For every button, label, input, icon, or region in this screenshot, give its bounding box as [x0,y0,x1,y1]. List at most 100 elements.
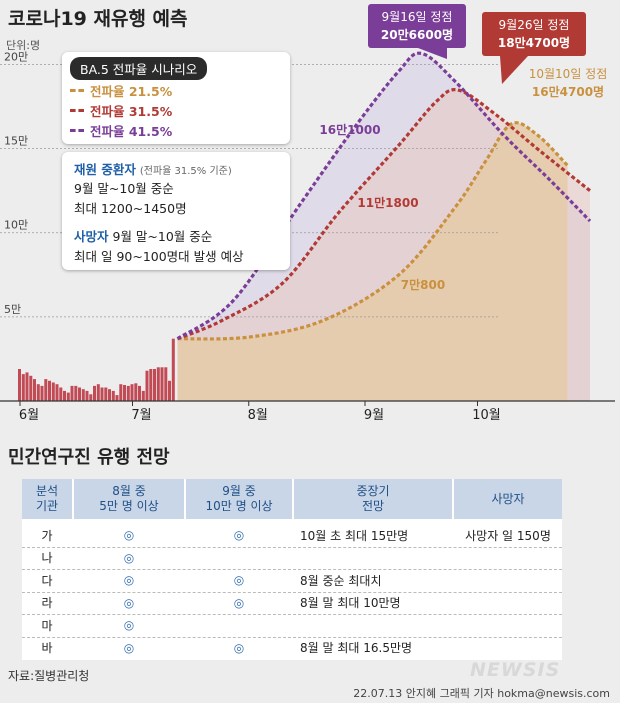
table-cell: ◎ [233,640,245,655]
death-line1: 9월 말~10월 중순 [112,229,213,244]
y-tick-label: 10만 [4,219,28,232]
table-cell: ◎ [123,640,135,655]
peak-callout-pointer [418,48,447,59]
table-row-institution: 마 [41,618,53,633]
observed-bar [81,389,85,401]
observed-bar [145,370,149,401]
table-cell: 사망자 일 150명 [465,528,551,543]
table-cell: 8월 말 최대 10만명 [300,596,401,610]
observed-bar [48,380,51,401]
table-row-institution: 라 [41,596,53,610]
observed-bar [160,367,164,401]
observed-bar [18,369,21,401]
observed-bar [74,385,78,401]
observed-bar [78,387,81,401]
x-tick-label: 6월 [19,408,39,423]
observed-bar [149,369,153,401]
legend-item: 전파율 21.5% [70,81,172,100]
x-tick-label: 9월 [364,408,384,423]
legend-label: 전파율 31.5% [90,104,173,119]
row-divider [22,636,562,638]
point-label: 7만800 [401,277,445,292]
table-cell: ◎ [123,573,135,587]
table-cell [294,548,452,568]
observed-bar [33,379,36,401]
table-header-cell: 분석 기관 [22,479,72,519]
table-row-institution: 다 [41,573,53,588]
observed-bar [93,385,96,401]
table-header-cell: 사망자 [454,479,562,519]
table-title: 민간연구진 유행 전망 [8,447,170,468]
table-cell: ◎ [123,550,135,565]
legend-swatch [70,109,84,112]
credit-line: 22.07.13 안지혜 그래픽 기자 hokma@newsis.com [353,687,610,700]
severe-note: (전파율 31.5% 기준) [139,166,232,177]
peak-date-label: 9월16일 정점 [382,10,453,24]
table-cell: ◎ [123,528,135,542]
table-row-institution: 바 [41,641,53,655]
y-tick-label: 20만 [4,50,28,63]
table-cell: ◎ [233,573,245,587]
x-tick-label: 7월 [131,408,151,423]
info-box: 재원 중환자 (전파율 31.5% 기준) 9월 말~10월 중순 최대 120… [62,152,290,270]
observed-bar [123,385,126,401]
observed-bar [63,390,66,401]
observed-bar [115,395,119,401]
table-cell [454,638,562,658]
table-header-cell: 9월 중 10만 명 이상 [186,479,292,519]
observed-bar [40,385,44,401]
observed-bar [119,384,123,401]
table-cell [454,615,562,635]
series-line-1 [176,88,592,341]
observed-bar [164,367,168,401]
observed-bar [25,372,29,401]
observed-bar [100,387,104,401]
table-header-cell: 중장기 전망 [294,479,452,519]
table-cell [186,615,292,635]
observed-bar [156,367,160,401]
table-cell: ◎ [233,528,245,542]
observed-bar [89,394,93,401]
x-tick-label: 10월 [472,408,501,423]
row-divider [22,614,562,615]
table-cell: ◎ [123,595,135,610]
legend-heading: BA.5 전파율 시나리오 [70,57,208,80]
row-divider [22,591,562,593]
table-cell [186,548,292,568]
observed-bar [44,379,48,401]
death-label: 사망자 [74,229,109,244]
point-label: 11만1800 [357,195,418,210]
observed-bar [168,380,171,401]
table-cell: ◎ [233,595,245,610]
source-note: 자료:질병관리청 [8,669,90,683]
brand-watermark: NEWSIS [470,659,561,681]
legend-label: 전파율 21.5% [90,84,173,99]
observed-bar [126,385,130,401]
observed-bar [21,374,25,401]
legend-label: 전파율 41.5% [90,124,173,139]
observed-bar [111,390,115,401]
area-0 [177,122,568,401]
table-cell: 8월 말 최대 16.5만명 [300,641,413,655]
severe-line1: 9월 말~10월 중순 [74,181,174,196]
x-tick-label: 8월 [248,408,268,423]
row-divider [22,569,562,570]
observed-bar [70,385,74,401]
row-divider [22,546,562,548]
observed-bar [141,390,145,401]
observed-bar [55,384,59,401]
legend-box: BA.5 전파율 시나리오 전파율 21.5% 전파율 31.5% 전파율 41.5… [62,52,290,144]
legend-swatch [70,89,84,92]
table-cell [294,615,452,635]
observed-bar [51,382,55,401]
observed-bar [59,387,63,401]
point-label: 16만1000 [319,122,380,137]
peak-callout-box [368,4,466,48]
table-cell: 8월 중순 최대치 [300,573,382,588]
peak-value-label: 18만4700명 [498,35,570,50]
severe-label: 재원 중환자 [74,162,136,177]
observed-bar [153,369,156,401]
forecast-table: 분석 기관 8월 중 5만 명 이상 9월 중 10만 명 이상 중장기 전망 사망자 가… [22,479,562,660]
forecast-chart: 5만 10만 15만 20만 6월 7월 8월 9월 10월 16만1000 11만1800 7만80… [0,4,615,423]
table-cell: 10월 초 최대 15만명 [300,528,409,543]
